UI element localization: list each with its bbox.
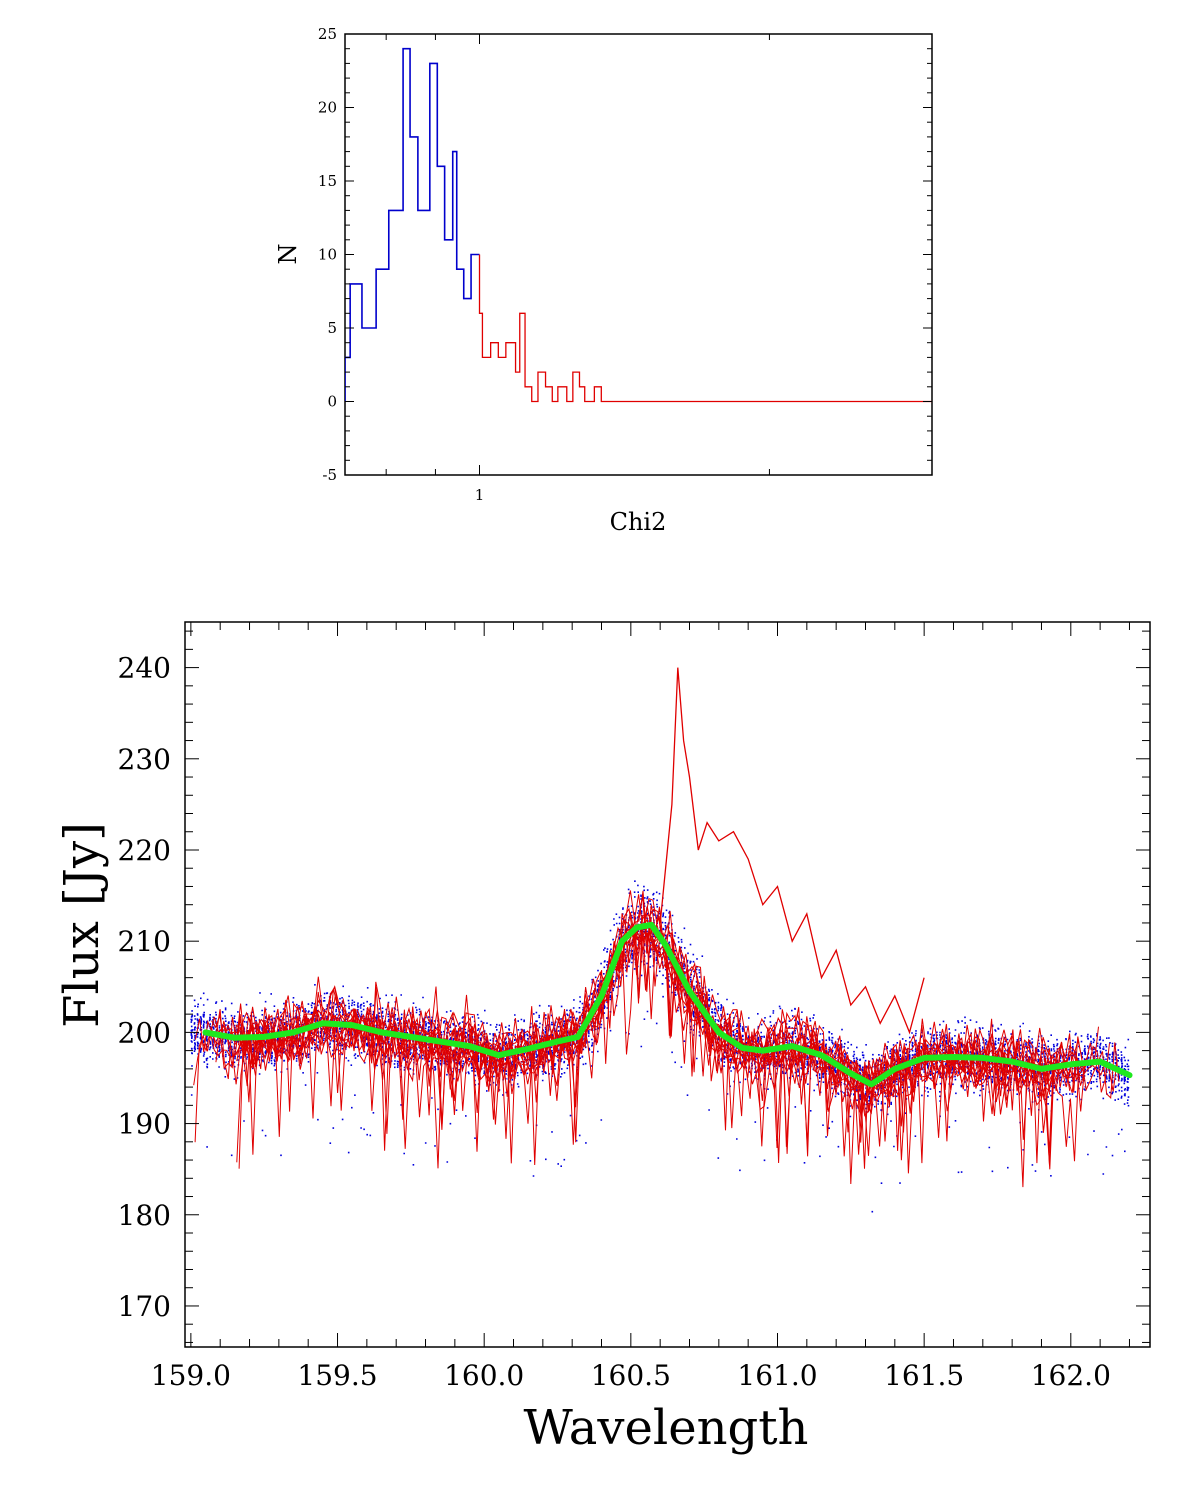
spectrum-x-tick-label: 161.0 (737, 1359, 817, 1392)
spectrum-x-axis-label: Wavelength (524, 1400, 809, 1456)
spectrum-x-tick-label: 159.5 (297, 1359, 377, 1392)
spectrum-y-tick-label: 220 (118, 834, 171, 867)
spectrum-y-tick-label: 180 (118, 1199, 171, 1232)
spectrum-ticks (185, 622, 1150, 1347)
spectrum-y-axis-label: Flux [Jy] (54, 822, 110, 1028)
histogram-y-tick-label: -5 (322, 466, 337, 484)
spectrum-x-tick-label: 160.0 (444, 1359, 524, 1392)
red-individual-spectrum (215, 930, 1055, 1166)
histogram-y-tick-label: 20 (318, 99, 337, 117)
histogram-x-axis-label: Chi2 (610, 508, 667, 536)
spectrum-y-tick-label: 190 (118, 1108, 171, 1141)
spectrum-x-tick-label: 159.0 (151, 1359, 231, 1392)
histogram-red-bins (478, 254, 932, 403)
histogram-ticks (345, 33, 932, 476)
histogram-blue-bins (345, 47, 480, 402)
red-individual-spectrum (238, 933, 1074, 1174)
spectrum-frame (184, 621, 1151, 1348)
red-individual-spectrum (236, 925, 1088, 1169)
red-outlier-spectrum (659, 667, 925, 1035)
histogram-y-tick-label: 5 (327, 319, 337, 337)
spectrum-y-tick-label: 200 (118, 1016, 171, 1049)
histogram-y-tick-label: 25 (318, 25, 337, 43)
red-individual-spectrum (210, 913, 1120, 1127)
red-individual-spectrum (194, 918, 1071, 1164)
histogram-x-tick-label: 1 (475, 486, 485, 504)
histogram-y-tick-label: 10 (318, 246, 337, 264)
flux-series-lines (202, 667, 1133, 1088)
histogram-y-axis-label: N (274, 244, 302, 265)
histogram-y-tick-label: 0 (327, 393, 337, 411)
spectrum-y-tick-label: 240 (118, 652, 171, 685)
spectrum-x-tick-label: 160.5 (591, 1359, 671, 1392)
spectrum-y-tick-label: 230 (118, 743, 171, 776)
red-individual-spectrum (237, 898, 1052, 1137)
green-mean-spectrum (202, 921, 1133, 1088)
red-individual-spectrum (243, 890, 1099, 1169)
histogram-frame (344, 33, 933, 476)
histogram-tick-labels: -5 0 5 10 15 20 25 1 (318, 25, 484, 504)
spectrum-y-tick-label: 210 (118, 925, 171, 958)
spectrum-y-tick-label: 170 (118, 1290, 171, 1323)
histogram-bars (345, 47, 932, 403)
chi2-histogram: -5 0 5 10 15 20 25 1 Chi2 N (274, 25, 933, 536)
spectrum-x-tick-label: 161.5 (884, 1359, 964, 1392)
histogram-y-tick-label: 15 (318, 172, 337, 190)
spectrum-tick-labels: 159.0 159.5 160.0 160.5 161.0 161.5 162.0 170 18… (118, 652, 1111, 1392)
spectrum-x-tick-label: 162.0 (1031, 1359, 1111, 1392)
flux-spectrum-plot: 159.0 159.5 160.0 160.5 161.0 161.5 162.0 170 18… (54, 621, 1151, 1456)
